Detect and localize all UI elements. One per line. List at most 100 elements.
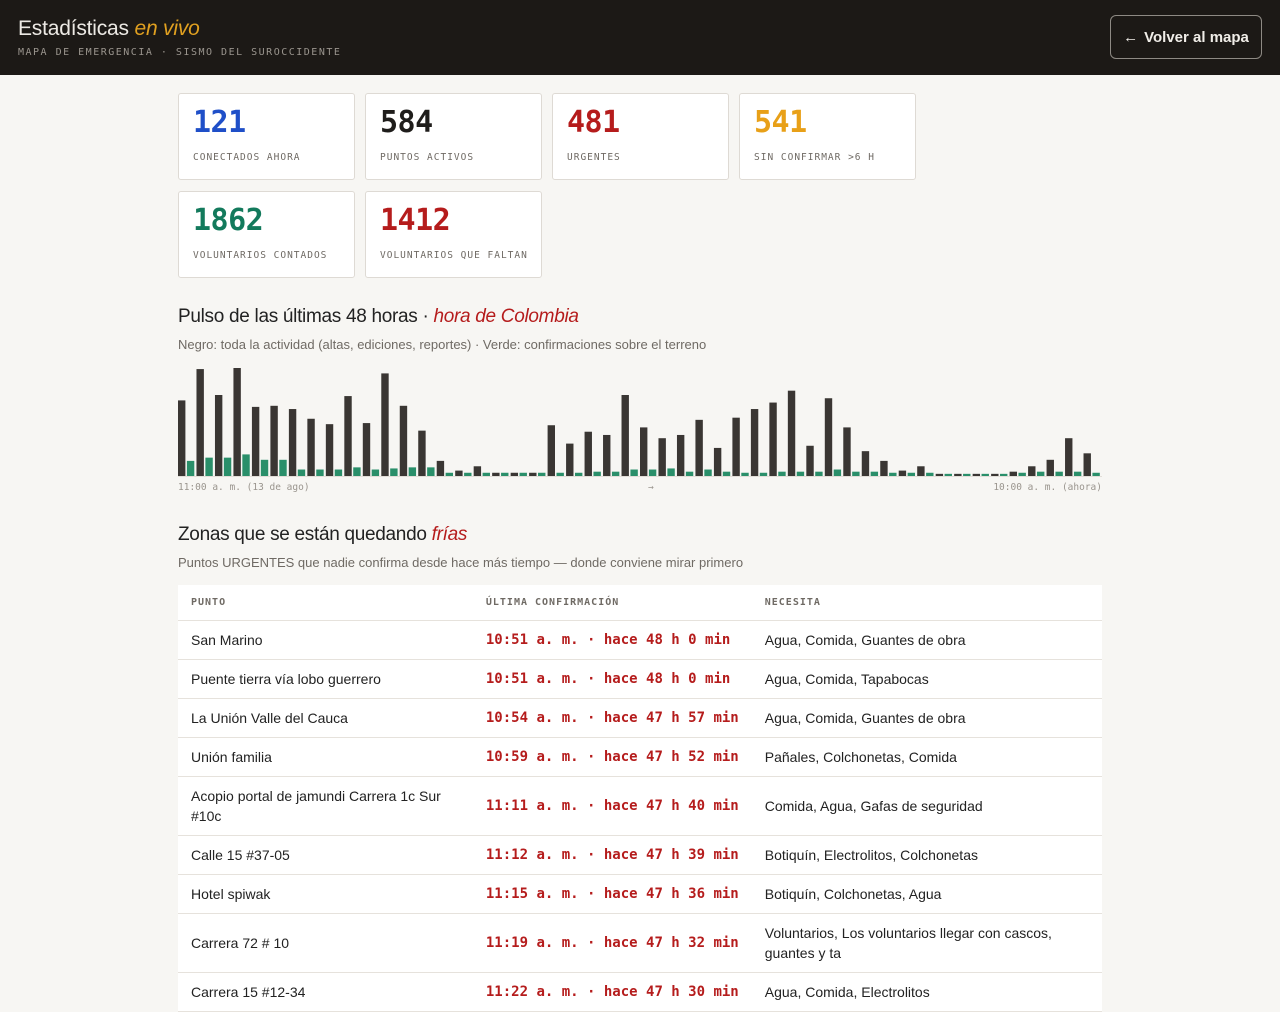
point-cell: Hotel spiwak	[178, 874, 473, 914]
activity-bar	[658, 438, 666, 476]
confirmation-bar	[186, 460, 195, 476]
activity-bar	[898, 470, 907, 476]
activity-bar	[603, 434, 611, 476]
table-header-row: PUNTO ÚLTIMA CONFIRMACIÓN NECESITA	[178, 585, 1102, 621]
time-cell: 10:51 a. m. · hace 48 h 0 min	[472, 659, 752, 699]
axis-end-label: 10:00 a. m. (ahora)	[993, 482, 1102, 493]
time-cell: 11:15 a. m. · hace 47 h 36 min	[472, 874, 752, 914]
confirmation-bar	[316, 469, 324, 476]
back-to-map-button[interactable]: ← Volver al mapa	[1110, 15, 1262, 59]
stat-card-volunteers-counted: 1862 VOLUNTARIOS CONTADOS	[178, 191, 355, 278]
point-cell: Puente tierra vía lobo guerrero	[178, 659, 473, 699]
stat-value: 1862	[193, 203, 264, 238]
confirmation-bar	[852, 471, 860, 476]
point-cell: San Marino	[178, 620, 473, 660]
pulse-title-accent: hora de Colombia	[433, 306, 579, 327]
stat-label: VOLUNTARIOS CONTADOS	[193, 250, 328, 261]
stat-cards: 121 CONECTADOS AHORA 584 PUNTOS ACTIVOS …	[178, 93, 1102, 278]
activity-bar	[991, 473, 999, 476]
confirmation-bar	[279, 459, 287, 476]
point-cell: Carrera 72 # 10	[178, 913, 473, 973]
confirmation-bar	[630, 469, 638, 476]
stat-label: SIN CONFIRMAR >6 H	[754, 152, 875, 163]
point-cell: Unión familia	[178, 737, 473, 777]
activity-bar	[325, 424, 334, 476]
stat-card-volunteers-missing: 1412 VOLUNTARIOS QUE FALTAN	[365, 191, 542, 278]
confirmation-bar	[1092, 472, 1100, 476]
activity-bar	[1083, 453, 1091, 476]
confirmation-bar	[353, 467, 361, 476]
page-title: Estadísticas en vivo	[18, 17, 341, 41]
confirmation-bar	[445, 472, 454, 476]
stat-value: 121	[193, 105, 246, 140]
table-row[interactable]: Hotel spiwak 11:15 a. m. · hace 47 h 36 …	[178, 874, 1102, 914]
needs-cell: Comida, Agua, Gafas de seguridad	[751, 776, 1102, 836]
activity-bar	[233, 368, 241, 476]
activity-bar	[362, 423, 371, 476]
confirmation-bar	[889, 472, 897, 476]
confirmation-bar	[815, 471, 823, 476]
activity-bar	[1009, 471, 1017, 476]
confirmation-bar	[963, 473, 971, 476]
time-cell: 11:22 a. m. · hace 47 h 30 min	[472, 972, 752, 1012]
confirmation-bar	[538, 472, 546, 476]
activity-bar	[344, 396, 352, 476]
confirmation-bar	[242, 454, 250, 476]
table-row[interactable]: Acopio portal de jamundi Carrera 1c Sur …	[178, 776, 1102, 836]
activity-bar	[621, 395, 629, 476]
needs-cell: Voluntarios, Los voluntarios llegar con …	[751, 913, 1102, 973]
confirmation-bar	[408, 467, 417, 476]
activity-bar	[584, 431, 592, 476]
brand: Estadísticas en vivo MAPA DE EMERGENCIA …	[18, 17, 341, 58]
activity-bar	[307, 418, 315, 476]
pulse-chart	[178, 360, 1102, 478]
stat-value: 481	[567, 105, 620, 140]
confirmation-bar	[482, 472, 490, 476]
activity-bar	[880, 460, 888, 476]
confirmation-bar	[1073, 471, 1082, 476]
confirmation-bar	[501, 472, 509, 476]
confirmation-bar	[648, 469, 657, 476]
column-header-point: PUNTO	[178, 585, 473, 621]
activity-bar	[640, 427, 648, 476]
time-cell: 10:54 a. m. · hace 47 h 57 min	[472, 698, 752, 738]
stat-label: VOLUNTARIOS QUE FALTAN	[380, 250, 528, 261]
activity-bar	[251, 406, 260, 476]
confirmation-bar	[1000, 473, 1008, 476]
pulse-chart-axis: 11:00 a. m. (13 de ago) → 10:00 a. m. (a…	[178, 482, 1102, 496]
table-row[interactable]: Calle 15 #37-05 11:12 a. m. · hace 47 h …	[178, 835, 1102, 875]
activity-bar	[418, 430, 426, 476]
title-main: Estadísticas	[18, 17, 129, 40]
table-row[interactable]: La Unión Valle del Cauca 10:54 a. m. · h…	[178, 698, 1102, 738]
confirmation-bar	[556, 472, 564, 476]
cold-zones-table: PUNTO ÚLTIMA CONFIRMACIÓN NECESITA San M…	[178, 585, 1102, 1012]
activity-bar	[399, 405, 408, 476]
activity-bar	[436, 460, 445, 476]
page-subtitle: MAPA DE EMERGENCIA · SISMO DEL SUROCCIDE…	[18, 47, 342, 58]
confirmation-bar	[205, 457, 213, 476]
needs-cell: Botiquín, Electrolitos, Colchonetas	[751, 835, 1102, 875]
activity-bar	[492, 472, 500, 476]
cold-zones-subtitle: Puntos URGENTES que nadie confirma desde…	[178, 555, 744, 570]
stat-label: URGENTES	[567, 152, 621, 163]
table-row[interactable]: Carrera 15 #12-34 11:22 a. m. · hace 47 …	[178, 972, 1102, 1012]
pulse-title-main: Pulso de las últimas 48 horas ·	[178, 306, 434, 327]
confirmation-bar	[907, 472, 916, 476]
activity-bar	[196, 369, 204, 476]
back-to-map-label: Volver al mapa	[1144, 28, 1249, 46]
needs-cell: Agua, Comida, Tapabocas	[751, 659, 1102, 699]
activity-bar	[732, 417, 740, 476]
table-row[interactable]: Puente tierra vía lobo guerrero 10:51 a.…	[178, 659, 1102, 699]
confirmation-bar	[334, 469, 343, 476]
confirmation-bar	[427, 467, 435, 476]
activity-bar	[713, 447, 722, 476]
activity-bar	[750, 409, 759, 476]
table-row[interactable]: Unión familia 10:59 a. m. · hace 47 h 52…	[178, 737, 1102, 777]
table-row[interactable]: Carrera 72 # 10 11:19 a. m. · hace 47 h …	[178, 913, 1102, 973]
activity-bar	[547, 425, 555, 476]
table-row[interactable]: San Marino 10:51 a. m. · hace 48 h 0 min…	[178, 620, 1102, 660]
time-cell: 11:12 a. m. · hace 47 h 39 min	[472, 835, 752, 875]
stat-value: 1412	[380, 203, 451, 238]
activity-bar	[270, 405, 278, 476]
cold-title-accent: frías	[431, 524, 468, 545]
